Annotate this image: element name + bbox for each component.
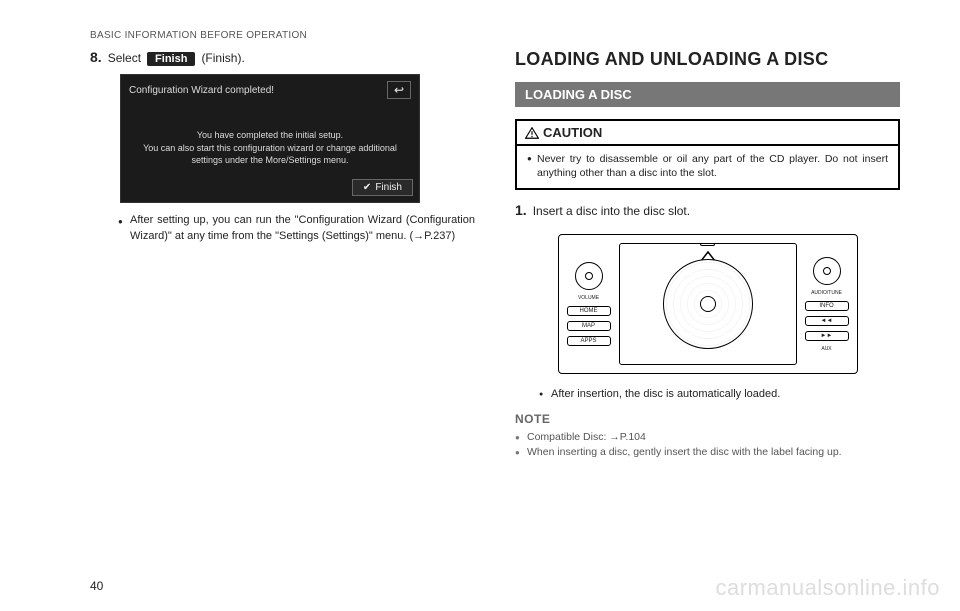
page: BASIC INFORMATION BEFORE OPERATION 8. Se… xyxy=(0,0,960,611)
note-1: Compatible Disc: →P.104 xyxy=(515,430,900,445)
step-1-line: 1. Insert a disc into the disc slot. xyxy=(515,202,900,218)
warning-icon xyxy=(525,127,539,139)
caution-text: Never try to disassemble or oil any part… xyxy=(527,152,888,180)
caution-body: Never try to disassemble or oil any part… xyxy=(517,146,898,188)
wizard-body: You have completed the initial setup. Yo… xyxy=(121,105,419,175)
section-title: LOADING AND UNLOADING A DISC xyxy=(515,49,900,70)
audio-label: AUDIO/TUNE xyxy=(805,290,849,296)
finish-chip: Finish xyxy=(147,52,195,66)
step1-text: Insert a disc into the disc slot. xyxy=(533,204,690,218)
columns: 8. Select Finish (Finish). Configuration… xyxy=(90,49,900,460)
caution-label: CAUTION xyxy=(543,125,602,140)
right-column: LOADING AND UNLOADING A DISC LOADING A D… xyxy=(515,49,900,460)
after-insertion-bullet: After insertion, the disc is automatical… xyxy=(515,388,900,400)
tune-knob-icon xyxy=(813,257,841,285)
step1-number: 1. xyxy=(515,202,527,218)
apps-button: APPS xyxy=(567,336,611,346)
disc-icon xyxy=(663,259,753,349)
right-button-column: AUDIO/TUNE INFO ◄◄ ►► AUX xyxy=(805,243,849,365)
wizard-finish-button: ✔ Finish xyxy=(352,179,413,196)
eject-button: ▲ xyxy=(700,243,716,246)
volume-knob-icon xyxy=(575,262,603,290)
next-button: ►► xyxy=(805,331,849,341)
step-8-line: 8. Select Finish (Finish). xyxy=(90,49,475,66)
back-icon: ↩ xyxy=(387,81,411,99)
page-number: 40 xyxy=(90,579,103,593)
section-header: BASIC INFORMATION BEFORE OPERATION xyxy=(90,30,900,41)
subsection-band: LOADING A DISC xyxy=(515,82,900,107)
step-number: 8. xyxy=(90,49,102,65)
caution-title-row: CAUTION xyxy=(517,121,898,146)
head-unit-diagram: VOLUME HOME MAP APPS ▲ AUDIO/TUNE INFO xyxy=(558,234,858,374)
home-button: HOME xyxy=(567,306,611,316)
wizard-finish-label: Finish xyxy=(375,182,402,193)
wizard-footer: ✔ Finish xyxy=(121,175,419,202)
step-pre-text: Select xyxy=(108,51,141,65)
step-post-text: (Finish). xyxy=(201,51,244,65)
map-button: MAP xyxy=(567,321,611,331)
left-bullet: After setting up, you can run the "Confi… xyxy=(90,213,475,245)
info-button: INFO xyxy=(805,301,849,311)
check-icon: ✔ xyxy=(363,182,371,193)
wizard-line1: You have completed the initial setup. xyxy=(141,129,399,142)
left-column: 8. Select Finish (Finish). Configuration… xyxy=(90,49,475,460)
note-2: When inserting a disc, gently insert the… xyxy=(515,445,900,460)
volume-label: VOLUME xyxy=(567,295,611,301)
screen-area: ▲ xyxy=(619,243,797,365)
wizard-top-bar: Configuration Wizard completed! ↩ xyxy=(121,75,419,105)
aux-label: AUX xyxy=(805,346,849,352)
left-button-column: VOLUME HOME MAP APPS xyxy=(567,243,611,365)
wizard-line2: You can also start this configuration wi… xyxy=(141,142,399,155)
wizard-screenshot: Configuration Wizard completed! ↩ You ha… xyxy=(120,74,420,203)
wizard-line3: settings under the More/Settings menu. xyxy=(141,154,399,167)
caution-box: CAUTION Never try to disassemble or oil … xyxy=(515,119,900,190)
prev-button: ◄◄ xyxy=(805,316,849,326)
note-title: NOTE xyxy=(515,412,900,426)
wizard-title: Configuration Wizard completed! xyxy=(129,85,274,96)
watermark: carmanualsonline.info xyxy=(715,575,940,601)
